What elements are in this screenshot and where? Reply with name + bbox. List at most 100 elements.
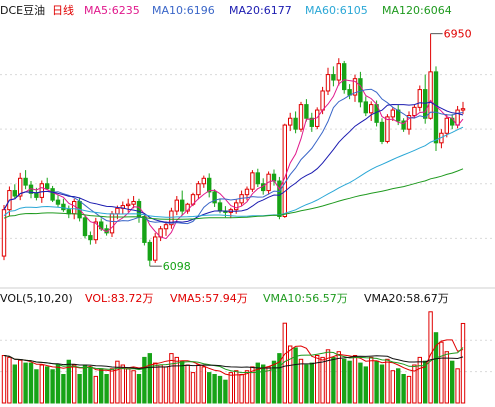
legend-volume: VOL(5,10,20) VOL:83.72万 VMA5:57.94万 VMA1… [0, 292, 449, 305]
volume-bar [217, 375, 223, 404]
volume-bar [250, 366, 255, 404]
volume-bar [196, 364, 201, 404]
volume-bar [444, 351, 450, 404]
candle-body [385, 116, 390, 142]
volume-value: VOL:83.72万 [85, 292, 153, 305]
volume-bar [212, 374, 217, 404]
candle-body [309, 117, 315, 127]
candle-body [126, 203, 131, 207]
volume-bar [379, 364, 385, 404]
candle-body [207, 177, 212, 193]
candle-body [93, 221, 98, 241]
legend-period: 日线 [52, 3, 74, 17]
vma20-value: VMA20:58.67万 [364, 292, 449, 305]
volume-bar [77, 374, 82, 404]
volume-bar [120, 364, 125, 404]
candle-body [142, 216, 147, 243]
volume-bar [401, 374, 406, 404]
volume-bar [433, 332, 439, 404]
volume-bar [439, 341, 444, 404]
volume-bar [288, 345, 293, 404]
volume-bar [99, 368, 104, 404]
candle-body [153, 236, 158, 261]
volume-bar [396, 368, 401, 404]
candle-body [88, 235, 93, 241]
volume-bar [12, 364, 18, 404]
volume-bar [325, 349, 331, 404]
candle-body [282, 124, 288, 217]
legend-ma60: MA60:6105 [305, 4, 368, 17]
candle-body [82, 217, 88, 237]
candle-body [369, 104, 374, 114]
candle-body [288, 117, 293, 126]
volume-bar [201, 366, 207, 404]
volume-bar [180, 360, 185, 404]
volume-bar [331, 356, 336, 404]
candle-body [379, 121, 385, 142]
candle-body [412, 106, 417, 117]
vma5-value: VMA5:57.94万 [170, 292, 248, 305]
volume-bar [190, 372, 196, 404]
candle-body [174, 199, 180, 212]
price-annotations: 6950 6098 [149, 28, 472, 273]
volume-bar [450, 360, 455, 404]
candle-body [201, 177, 207, 185]
candle-body [72, 200, 77, 215]
vma20-line [3, 355, 464, 370]
volume-bar [126, 368, 131, 404]
volume-bar [390, 370, 396, 404]
price-panel [0, 33, 495, 289]
candle-body [417, 89, 423, 108]
volume-bar [315, 355, 320, 404]
volume-bar [455, 368, 460, 404]
legend-ma10: MA10:6196 [152, 4, 215, 17]
volume-bar [169, 353, 174, 404]
volume-bar [88, 366, 93, 404]
legend-ma120: MA120:6064 [382, 4, 452, 17]
volume-bar [336, 351, 342, 404]
candle-body [250, 172, 255, 190]
volume-bar [82, 364, 88, 404]
volume-panel [0, 311, 495, 404]
volume-bar [158, 364, 163, 404]
candle-body [34, 192, 39, 198]
candle-body [234, 202, 239, 211]
volume-bar [55, 364, 61, 404]
volume-bar [352, 355, 358, 404]
volume-bar [136, 374, 142, 404]
candle-body [455, 109, 460, 126]
candle-body [45, 183, 50, 190]
volume-bar [460, 322, 466, 404]
volume-bar [131, 370, 136, 404]
candle-body [23, 177, 28, 186]
volume-bar [298, 358, 304, 404]
volume-ma-lines [3, 339, 464, 376]
candle-body [444, 117, 450, 134]
volume-bar [261, 364, 266, 404]
vma10-line [3, 347, 464, 374]
candle-body [169, 210, 174, 226]
volume-bar [163, 366, 169, 404]
candle-body [423, 89, 428, 119]
candle-body [336, 63, 342, 81]
volume-bar [385, 358, 390, 404]
volume-bar [207, 372, 212, 404]
candle-body [61, 203, 66, 211]
candle-body [331, 74, 336, 81]
volume-bar [153, 362, 158, 404]
volume-bar [342, 358, 347, 404]
candle-body [352, 78, 358, 96]
volume-bar [1, 355, 7, 404]
volume-bar [369, 356, 374, 404]
ma5-line [3, 79, 464, 240]
candle-body [18, 177, 23, 197]
legend-symbol: DCE豆油 [0, 3, 45, 17]
candle-body [277, 180, 282, 217]
volume-bar [223, 379, 228, 404]
volume-bars [1, 311, 466, 404]
ma-lines [3, 79, 464, 240]
volume-bar [304, 364, 309, 404]
candle-body [12, 190, 18, 197]
volume-bar [277, 353, 282, 404]
